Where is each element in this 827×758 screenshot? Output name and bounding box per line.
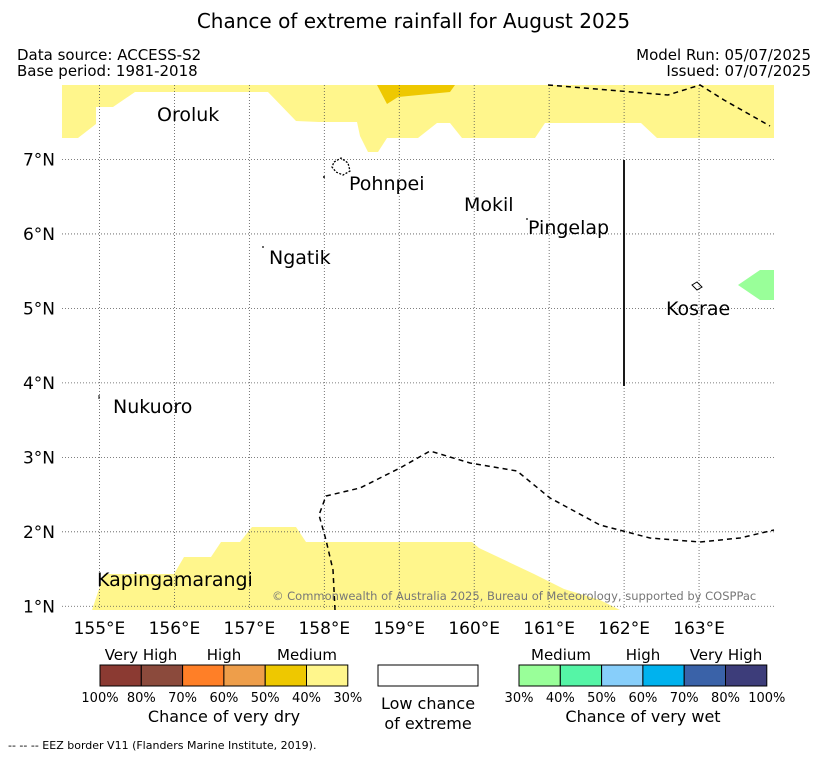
- lon-tick-label: 155°E: [74, 619, 126, 639]
- dry-area-north: [62, 85, 774, 152]
- wet-swatch: [518, 664, 561, 687]
- place-label-ngatik: Ngatik: [269, 247, 331, 269]
- dry-tick-label: 30%: [333, 691, 362, 706]
- pohnpei-island: [331, 157, 351, 176]
- wet-category-medium: Medium: [531, 646, 591, 664]
- wet-swatch: [559, 664, 603, 687]
- dry-tick-label: 40%: [292, 691, 321, 706]
- dry-category-medium: Medium: [277, 646, 337, 664]
- place-label-pingelap: Pingelap: [528, 217, 609, 239]
- lon-tick-label: 157°E: [224, 619, 276, 639]
- dry-tick-label: 50%: [251, 691, 280, 706]
- place-label-nukuoro: Nukuoro: [113, 396, 192, 418]
- dry-category-very-high: Very High: [105, 646, 178, 664]
- wet-tick-label: 70%: [670, 691, 699, 706]
- dry-tick-label: 100%: [81, 691, 118, 706]
- dry-tick-label: 80%: [127, 691, 156, 706]
- lat-tick-label: 1°N: [23, 597, 55, 617]
- dry-swatch: [182, 664, 225, 687]
- neutral-label-line1: Low chance: [381, 694, 475, 713]
- ant-atoll-dot: [323, 176, 325, 178]
- neutral-label-line2: of extreme: [384, 714, 471, 733]
- place-label-oroluk: Oroluk: [157, 104, 219, 126]
- dry-swatch: [223, 664, 266, 687]
- eez-border: [318, 84, 775, 611]
- wet-category-very-high: Very High: [690, 646, 763, 664]
- eez-footnote: -- -- -- EEZ border V11 (Flanders Marine…: [8, 739, 317, 752]
- lat-tick-label: 5°N: [23, 299, 55, 319]
- wet-swatch: [725, 664, 768, 687]
- ngatik-dot: [262, 246, 264, 248]
- copyright-text: © Commonwealth of Australia 2025, Bureau…: [272, 589, 756, 603]
- wet-legend: Medium High Very High 30% 40% 50% 60% 70% 80%…: [505, 646, 786, 726]
- lon-tick-label: 159°E: [373, 619, 425, 639]
- data-source: Data source: ACCESS-S2: [17, 46, 202, 64]
- wet-tick-label: 50%: [587, 691, 616, 706]
- dry-legend-label: Chance of very dry: [148, 707, 300, 726]
- wet-swatch: [642, 664, 685, 687]
- issued-date: Issued: 07/07/2025: [666, 62, 811, 80]
- longitude-axis: 155°E 156°E 157°E 158°E 159°E 160°E 161°E 162°E…: [74, 619, 725, 639]
- wet-area-medium: [738, 270, 774, 300]
- lat-tick-label: 3°N: [23, 448, 55, 468]
- dry-category-high: High: [207, 646, 241, 664]
- map-title: Chance of extreme rainfall for August 20…: [196, 9, 631, 33]
- lon-tick-label: 162°E: [598, 619, 650, 639]
- dry-tick-label: 70%: [168, 691, 197, 706]
- place-label-kapingamarangi: Kapingamarangi: [97, 569, 253, 591]
- map-grid: [62, 85, 774, 610]
- lon-tick-label: 160°E: [448, 619, 500, 639]
- neutral-swatch: [377, 664, 479, 687]
- lat-tick-label: 4°N: [23, 374, 55, 394]
- mokil-dot: [526, 218, 528, 220]
- lon-tick-label: 156°E: [149, 619, 201, 639]
- lon-tick-label: 158°E: [298, 619, 350, 639]
- lat-tick-label: 6°N: [23, 225, 55, 245]
- eez-border-north: [547, 84, 771, 127]
- lat-tick-label: 7°N: [23, 150, 55, 170]
- lon-tick-label: 161°E: [523, 619, 575, 639]
- wet-tick-label: 60%: [628, 691, 657, 706]
- dry-area-south: [92, 527, 620, 610]
- dry-area-medium: [377, 85, 455, 104]
- wet-swatch: [683, 664, 727, 687]
- dry-swatch: [264, 664, 308, 687]
- dry-tick-label: 60%: [209, 691, 238, 706]
- neutral-legend: Low chance of extreme: [377, 664, 479, 733]
- dry-swatch: [99, 664, 142, 687]
- wet-tick-label: 100%: [748, 691, 785, 706]
- wet-swatch: [601, 664, 644, 687]
- latitude-axis: 1°N 2°N 3°N 4°N 5°N 6°N 7°N: [23, 150, 55, 617]
- eez-border-south: [318, 450, 775, 611]
- dry-swatch: [140, 664, 184, 687]
- kosrae-island: [691, 281, 703, 291]
- lat-tick-label: 2°N: [23, 523, 55, 543]
- base-period: Base period: 1981-2018: [17, 62, 198, 80]
- place-label-mokil: Mokil: [464, 194, 514, 216]
- wet-legend-label: Chance of very wet: [565, 707, 720, 726]
- dry-swatch: [306, 664, 349, 687]
- place-label-kosrae: Kosrae: [666, 298, 730, 320]
- wet-category-high: High: [626, 646, 660, 664]
- place-label-pohnpei: Pohnpei: [349, 173, 425, 195]
- wet-tick-label: 80%: [711, 691, 740, 706]
- lon-tick-label: 163°E: [673, 619, 725, 639]
- wet-tick-label: 40%: [546, 691, 575, 706]
- wet-tick-label: 30%: [505, 691, 534, 706]
- dry-legend: Very High High Medium 100% 80% 70% 60% 50% 40…: [81, 646, 362, 726]
- model-run: Model Run: 05/07/2025: [636, 46, 811, 64]
